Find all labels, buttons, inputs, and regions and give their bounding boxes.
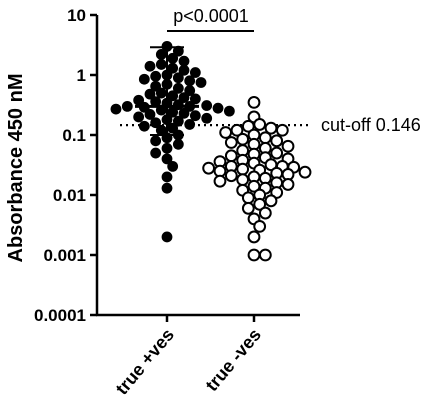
significance-group: p<0.0001 (167, 6, 254, 32)
filled-point (189, 110, 201, 122)
filled-point (138, 73, 150, 85)
y-axis-title: Absorbance 450 nM (5, 74, 27, 263)
filled-point (172, 138, 184, 150)
filled-point (150, 70, 162, 82)
filled-point (155, 49, 167, 60)
x-category-label: true +ves (112, 325, 178, 399)
filled-point (161, 153, 173, 165)
filled-point (189, 93, 201, 105)
filled-point (161, 142, 173, 154)
open-point (258, 206, 272, 220)
error-bars-group (135, 46, 199, 136)
filled-point (201, 112, 213, 124)
open-point (236, 173, 250, 187)
filled-point (133, 111, 145, 123)
filled-point (144, 109, 156, 120)
open-point (219, 126, 233, 139)
y-tick-label: 0.1 (62, 126, 86, 145)
y-tick-label: 10 (67, 6, 86, 25)
filled-point (155, 124, 167, 136)
data-points-group (110, 40, 312, 262)
y-tick-label: 0.01 (53, 186, 86, 205)
open-point (241, 201, 255, 215)
y-tick-label: 0.0001 (34, 306, 86, 325)
y-ticks-group: 0.0001 0.001 0.01 0.1 1 10 (34, 6, 97, 325)
open-point (275, 123, 289, 137)
filled-point (178, 107, 190, 119)
filled-point (121, 100, 133, 112)
open-point (247, 95, 261, 109)
filled-point (144, 88, 156, 100)
y-tick-label: 1 (77, 66, 86, 85)
open-point (247, 248, 261, 262)
filled-point (184, 119, 196, 130)
open-point (258, 131, 272, 145)
open-point (213, 174, 227, 188)
open-point (224, 149, 238, 163)
filled-point (178, 55, 190, 67)
filled-point (178, 64, 190, 76)
y-tick-label: 0.001 (43, 246, 86, 265)
open-point (253, 219, 267, 233)
filled-point (161, 182, 173, 194)
open-point (264, 194, 278, 208)
open-point (202, 161, 216, 175)
filled-point (161, 231, 173, 243)
open-point (241, 119, 255, 133)
filled-point (155, 59, 167, 70)
cutoff-label: cut-off 0.146 (321, 115, 421, 135)
filled-point (189, 67, 201, 78)
filled-point (110, 103, 122, 115)
open-point (236, 162, 250, 176)
open-point (298, 165, 312, 179)
filled-point (223, 105, 235, 117)
filled-point (167, 90, 179, 102)
open-point (258, 248, 272, 262)
filled-point (155, 87, 167, 99)
open-point (281, 178, 295, 191)
filled-point (167, 52, 179, 64)
filled-point (144, 60, 156, 72)
filled-point (138, 120, 150, 132)
open-point (281, 139, 295, 153)
axes-group (95, 15, 300, 322)
filled-point (150, 135, 162, 147)
open-point (224, 169, 238, 183)
filled-point (161, 171, 173, 183)
filled-point (172, 72, 184, 84)
open-point (270, 134, 284, 148)
filled-point (150, 117, 162, 129)
open-point (270, 146, 284, 160)
filled-point (184, 75, 196, 87)
filled-point (212, 102, 224, 114)
filled-point (201, 100, 213, 111)
x-category-labels: true +ves true -ves (112, 325, 265, 399)
filled-point (150, 96, 162, 108)
significance-label: p<0.0001 (173, 6, 249, 26)
open-point (253, 118, 267, 131)
open-point (253, 197, 267, 211)
x-category-label: true -ves (202, 325, 266, 395)
open-point (236, 132, 250, 146)
filled-point (150, 147, 162, 159)
filled-point (172, 82, 184, 94)
open-point (224, 136, 238, 149)
filled-point (195, 77, 207, 88)
open-point (241, 191, 255, 205)
filled-point (167, 160, 179, 172)
filled-point (167, 106, 179, 118)
open-point (247, 230, 261, 244)
